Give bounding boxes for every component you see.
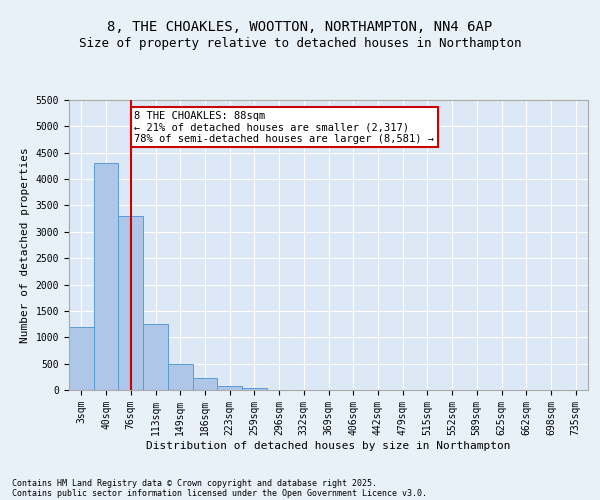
Bar	[94, 164, 118, 390]
Text: Contains public sector information licensed under the Open Government Licence v3: Contains public sector information licen…	[12, 488, 427, 498]
Text: Contains HM Land Registry data © Crown copyright and database right 2025.: Contains HM Land Registry data © Crown c…	[12, 478, 377, 488]
Bar	[69, 326, 94, 390]
Bar	[168, 364, 193, 390]
Bar	[242, 388, 267, 390]
Text: 8, THE CHOAKLES, WOOTTON, NORTHAMPTON, NN4 6AP: 8, THE CHOAKLES, WOOTTON, NORTHAMPTON, N…	[107, 20, 493, 34]
Bar	[217, 386, 242, 390]
Y-axis label: Number of detached properties: Number of detached properties	[20, 147, 30, 343]
Text: Size of property relative to detached houses in Northampton: Size of property relative to detached ho…	[79, 38, 521, 51]
Bar	[193, 378, 217, 390]
Bar	[118, 216, 143, 390]
Bar	[143, 324, 168, 390]
X-axis label: Distribution of detached houses by size in Northampton: Distribution of detached houses by size …	[146, 440, 511, 450]
Text: 8 THE CHOAKLES: 88sqm
← 21% of detached houses are smaller (2,317)
78% of semi-d: 8 THE CHOAKLES: 88sqm ← 21% of detached …	[134, 110, 434, 144]
